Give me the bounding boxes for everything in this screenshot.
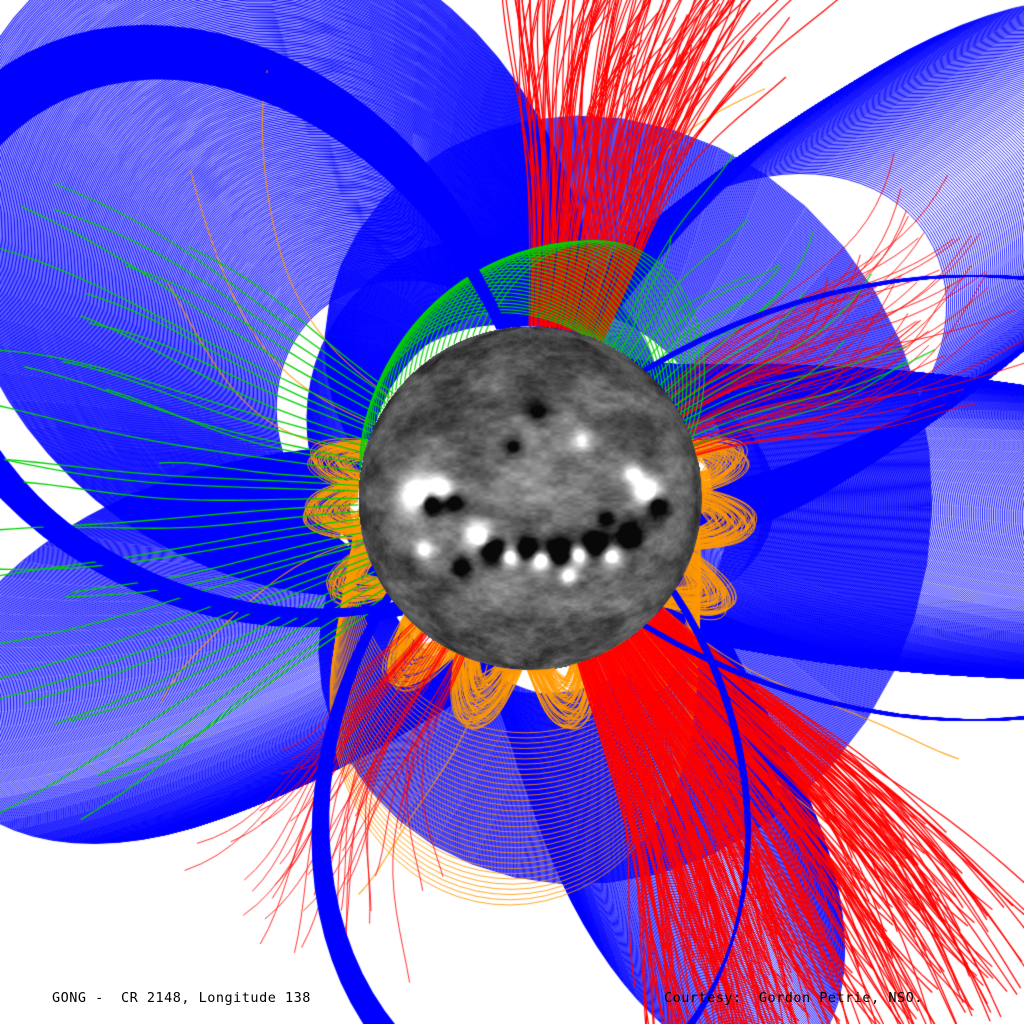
figure-caption-right: Courtesy: Gordon Petrie, NSO. xyxy=(664,990,923,1006)
figure-caption-left: GONG - CR 2148, Longitude 138 xyxy=(52,990,311,1006)
